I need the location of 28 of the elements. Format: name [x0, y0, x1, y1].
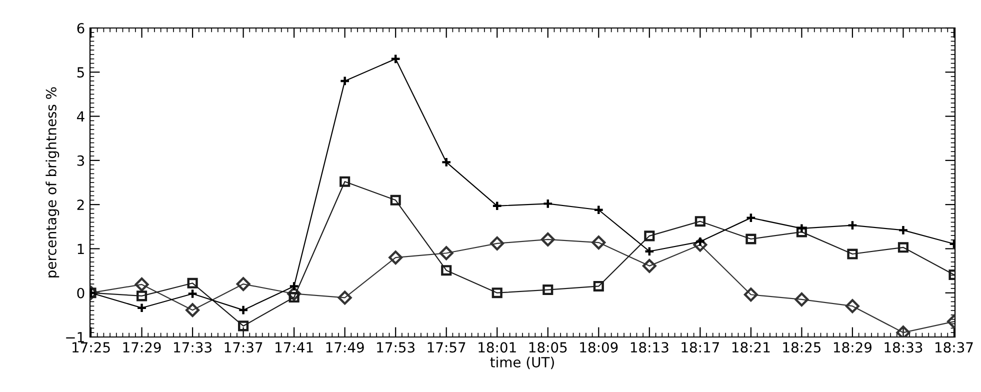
- y-tick-label: 3: [77, 155, 84, 166]
- x-tick-label: 18:33: [884, 342, 922, 353]
- y-tick-label: 5: [77, 67, 84, 78]
- x-tick-label: 17:57: [428, 342, 466, 353]
- x-tick-label: 17:37: [224, 342, 262, 353]
- x-tick-label: 17:25: [72, 342, 110, 353]
- x-tick-label: 18:29: [834, 342, 872, 353]
- x-tick-label: 18:25: [783, 342, 820, 353]
- y-axis-title: percentage of brightness %: [46, 87, 60, 278]
- x-tick-label: 17:33: [174, 342, 212, 353]
- y-tick-label: −1: [66, 332, 84, 342]
- y-tick-label: 4: [76, 111, 84, 122]
- x-tick-label: 18:13: [630, 342, 668, 353]
- x-tick-label: 18:05: [529, 342, 567, 353]
- y-tick-label: 0: [77, 288, 84, 298]
- x-tick-label: 18:01: [478, 342, 516, 353]
- x-tick-label: 18:09: [580, 342, 618, 353]
- x-tick-label: 18:37: [935, 342, 973, 353]
- x-tick-label: 18:21: [732, 342, 770, 353]
- x-axis-title: time (UT): [490, 356, 554, 370]
- x-tick-label: 17:29: [123, 342, 161, 353]
- x-tick-label: 18:17: [682, 342, 719, 353]
- y-tick-label: 2: [77, 200, 84, 210]
- y-tick-label: 6: [77, 22, 84, 34]
- x-tick-label: 17:53: [377, 342, 414, 353]
- y-tick-label: 1: [78, 244, 84, 254]
- x-tick-label: 17:41: [276, 342, 313, 352]
- x-tick-label: 17:49: [326, 342, 364, 353]
